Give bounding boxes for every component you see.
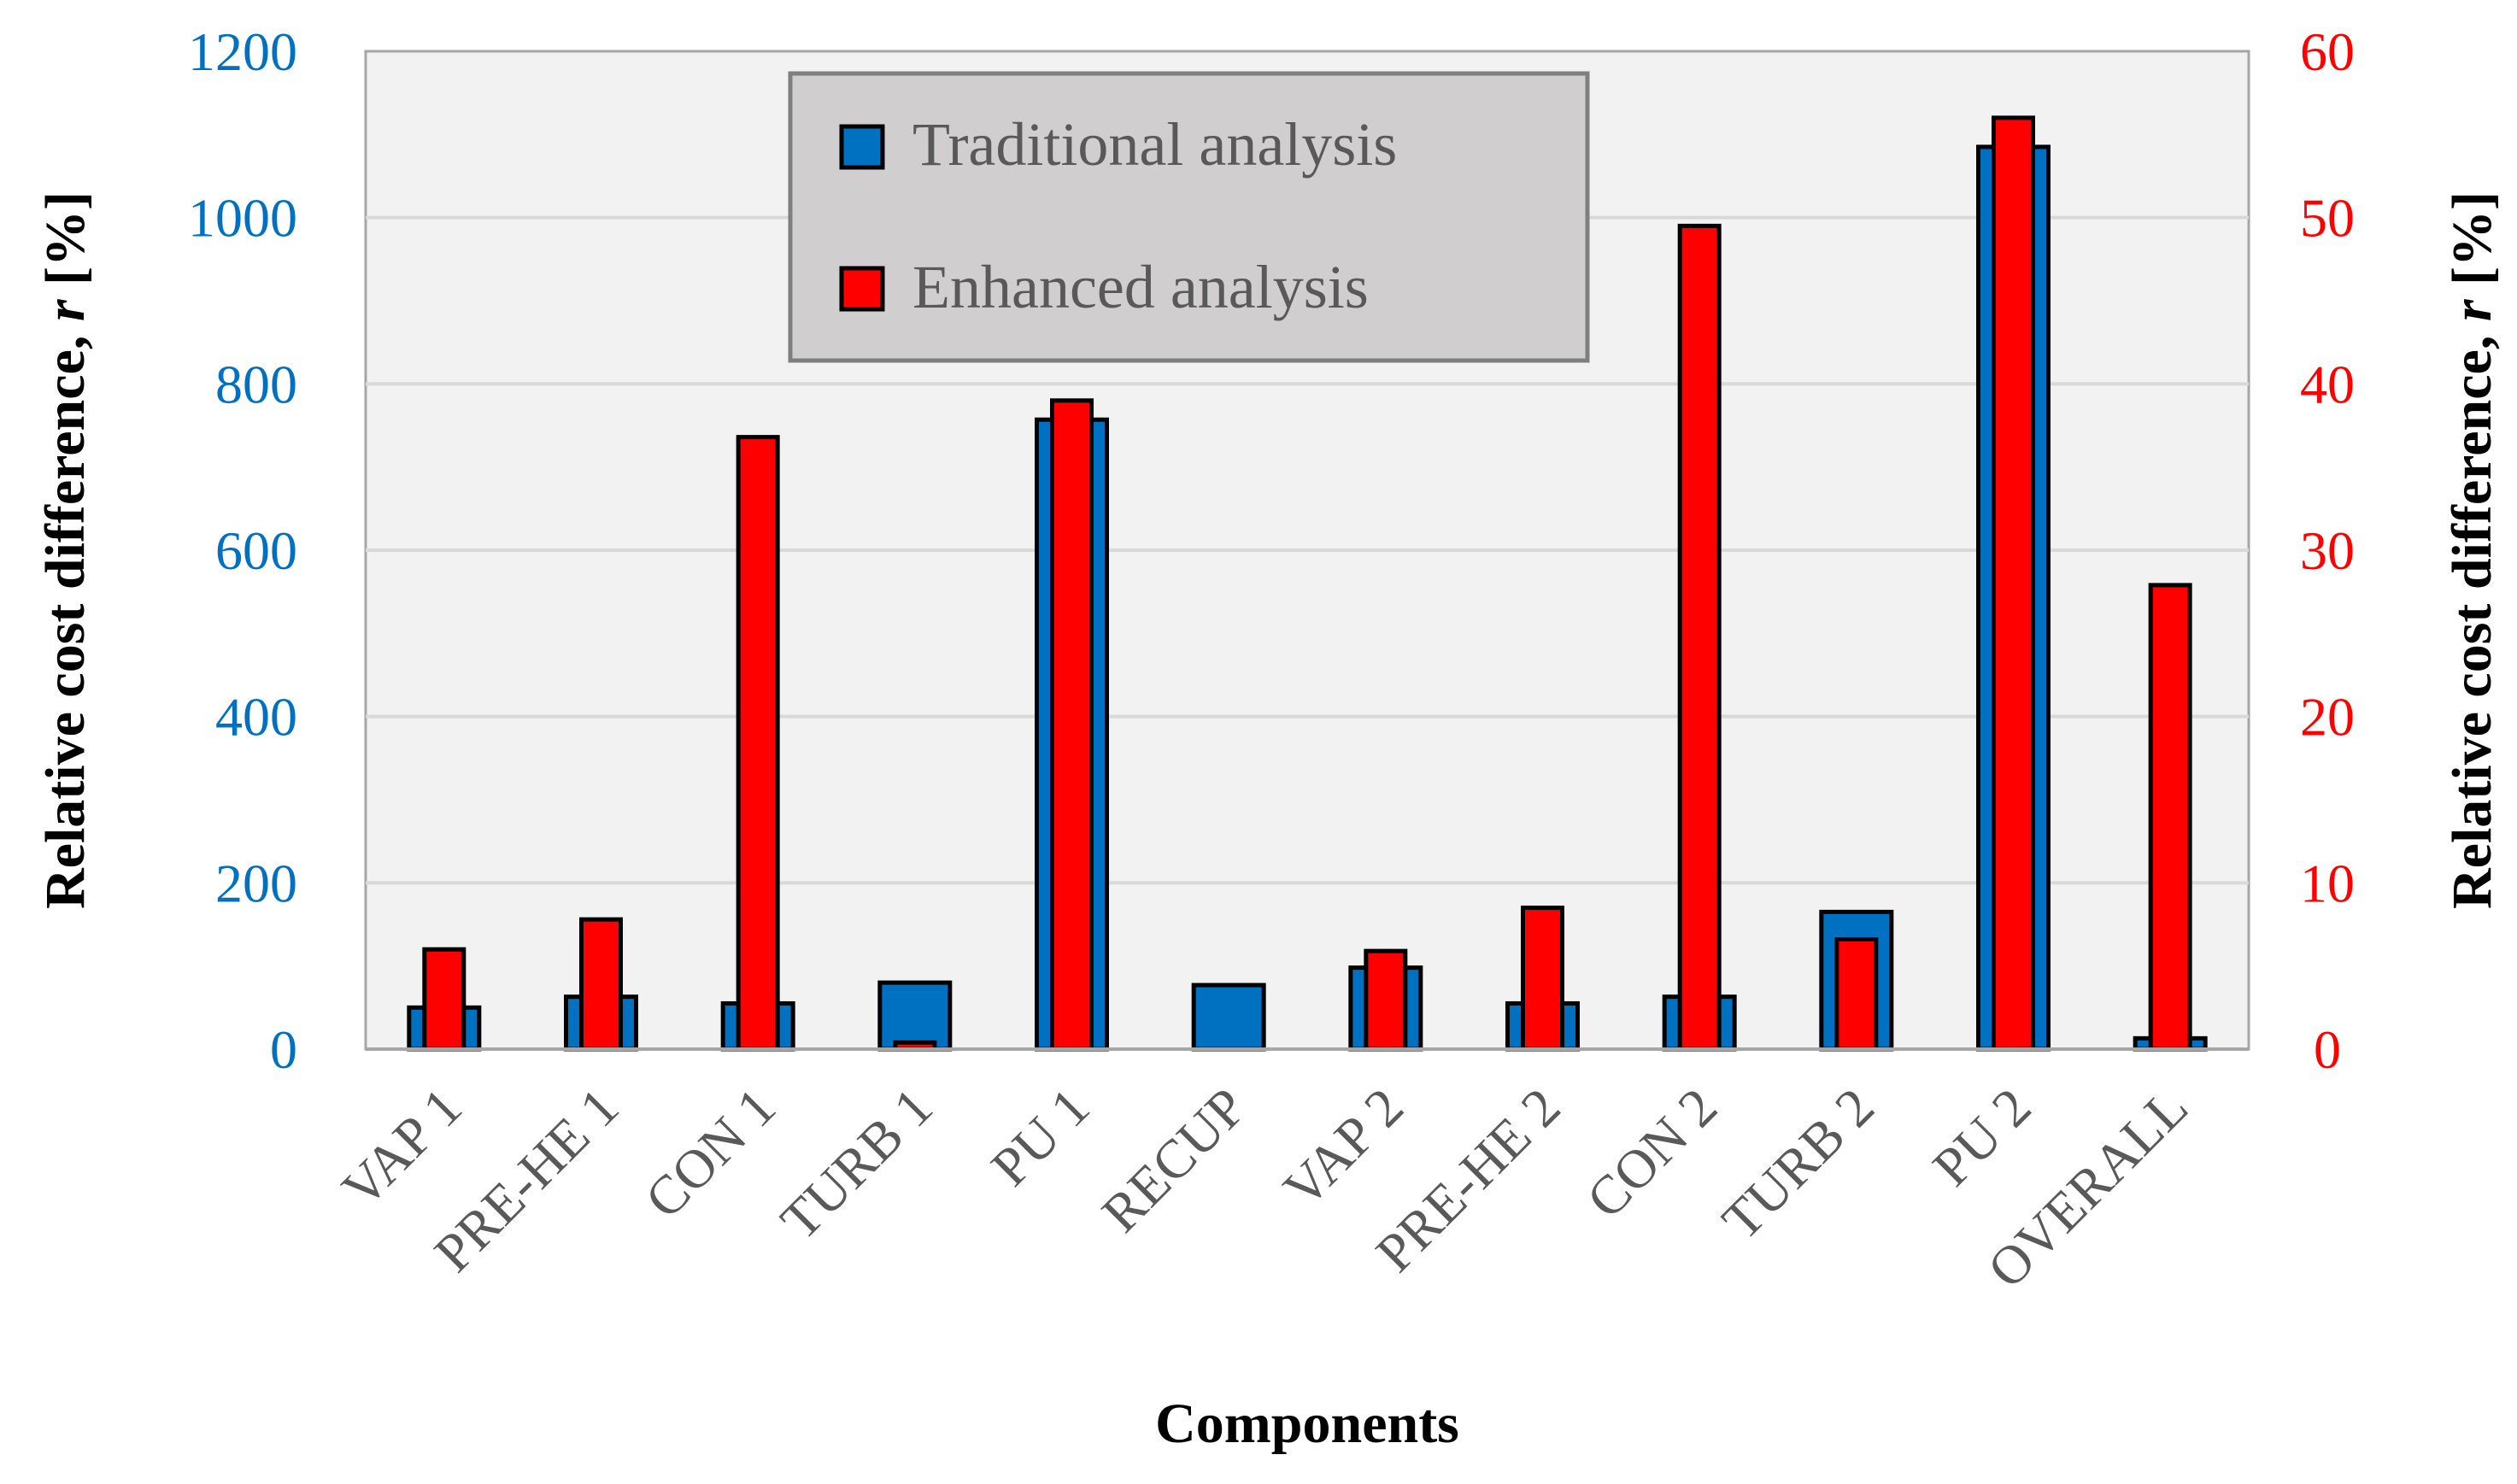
- left-y-tick-label: 0: [270, 1019, 297, 1080]
- left-y-axis-title: Relative cost difference, r [%]: [34, 191, 97, 909]
- x-tick-label: VAP 1: [331, 1076, 473, 1219]
- right-y-axis-title-variable: r: [2441, 298, 2503, 321]
- left-y-tick-label: 600: [215, 520, 297, 581]
- right-y-tick-label: 40: [2300, 354, 2355, 414]
- left-y-axis-title-prefix: Relative cost difference,: [34, 321, 97, 909]
- x-tick-label: VAP 2: [1272, 1076, 1415, 1219]
- legend-swatch-enhanced: [839, 266, 885, 312]
- right-y-tick-label: 30: [2300, 520, 2355, 581]
- left-y-tick-label: 1000: [188, 188, 297, 249]
- right-y-tick-label: 10: [2300, 853, 2355, 913]
- bar-enhanced: [1521, 906, 1564, 1052]
- bar-enhanced: [1834, 937, 1879, 1052]
- legend: Traditional analysis Enhanced analysis: [788, 71, 1590, 363]
- bar-traditional: [877, 980, 953, 1052]
- right-y-axis-title: Relative cost difference, r [%]: [2441, 191, 2503, 909]
- x-tick-label: RECUP: [1090, 1076, 1258, 1244]
- right-y-tick-label: 0: [2314, 1019, 2341, 1080]
- bar-enhanced: [1050, 398, 1094, 1052]
- bar-enhanced: [736, 435, 780, 1052]
- right-y-axis-ticks: 0 10 20 30 40 50 60: [2300, 21, 2355, 1080]
- x-tick-label: PU 2: [1921, 1076, 2042, 1198]
- left-y-tick-label: 400: [215, 687, 297, 748]
- left-y-axis-title-suffix: [%]: [34, 191, 97, 299]
- legend-label-traditional: Traditional analysis: [912, 110, 1397, 179]
- left-y-tick-label: 800: [215, 354, 297, 414]
- right-y-tick-label: 60: [2300, 21, 2355, 82]
- bar-enhanced: [2148, 583, 2192, 1052]
- right-y-tick-label: 20: [2300, 687, 2355, 748]
- x-tick-label: TURB 1: [769, 1076, 944, 1252]
- legend-label-enhanced: Enhanced analysis: [912, 253, 1369, 321]
- legend-swatch-traditional: [839, 124, 885, 170]
- bars: [407, 115, 2208, 1052]
- left-y-tick-label: 1200: [188, 21, 297, 82]
- right-y-axis-title-suffix: [%]: [2441, 191, 2503, 299]
- left-y-tick-label: 200: [215, 853, 297, 913]
- x-tick-label: TURB 2: [1710, 1076, 1886, 1252]
- bar-enhanced: [579, 917, 623, 1052]
- x-tick-label: CON 1: [633, 1076, 787, 1230]
- bar-enhanced: [1677, 223, 1722, 1052]
- legend-box: [788, 71, 1590, 363]
- bar-enhanced: [1364, 948, 1408, 1052]
- left-y-axis-ticks: 0 200 400 600 800 1000 1200: [188, 21, 297, 1080]
- left-y-axis-title-variable: r: [34, 298, 97, 321]
- right-y-axis-title-prefix: Relative cost difference,: [2441, 321, 2503, 909]
- bar-traditional: [1191, 982, 1266, 1052]
- x-tick-label: PU 1: [979, 1076, 1100, 1198]
- x-tick-label: CON 2: [1575, 1076, 1728, 1230]
- bar-enhanced: [422, 947, 466, 1052]
- x-axis-title: Components: [1155, 1393, 1459, 1455]
- bar-enhanced: [1992, 115, 2035, 1052]
- right-y-tick-label: 50: [2300, 188, 2355, 249]
